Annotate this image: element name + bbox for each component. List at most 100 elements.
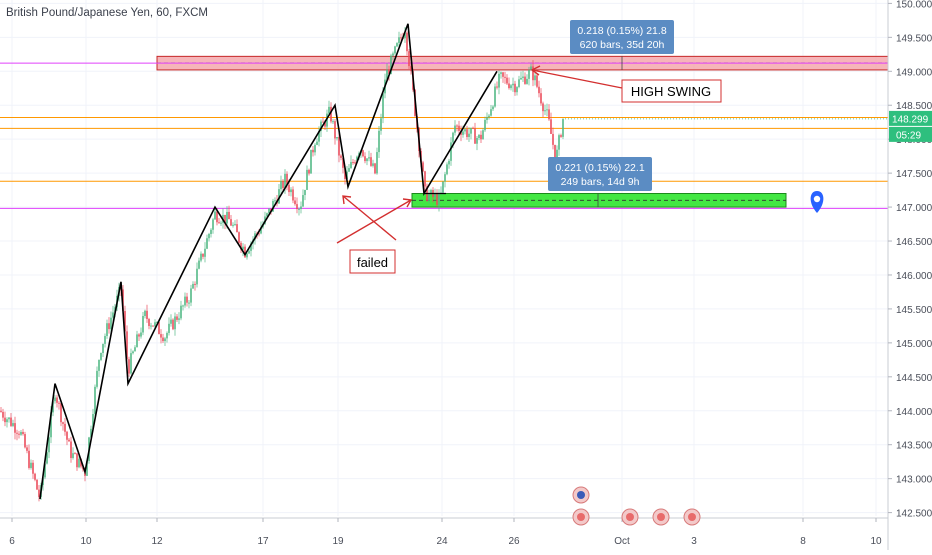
- candle-body: [512, 83, 514, 86]
- candle-body: [294, 200, 296, 205]
- candle-body: [184, 296, 186, 306]
- candle-body: [72, 453, 74, 459]
- price-tick-label: 147.000: [896, 203, 932, 214]
- candle-body: [212, 219, 214, 230]
- candle-body: [52, 401, 54, 413]
- price-tick-label: 145.500: [896, 305, 932, 316]
- candle-body: [250, 243, 252, 251]
- last-price-label: 148.299: [892, 114, 929, 125]
- candle-body: [304, 189, 306, 196]
- measure-label-bottom-line1: 0.221 (0.15%) 22.1: [555, 162, 644, 174]
- candle-body: [200, 253, 202, 261]
- candle-body: [288, 184, 290, 193]
- price-tick-label: 142.500: [896, 509, 932, 520]
- candle-body: [480, 134, 482, 140]
- candle-body: [332, 121, 334, 123]
- candle-body: [468, 133, 470, 138]
- candle-body: [74, 453, 76, 455]
- time-tick-label: 12: [151, 536, 163, 547]
- candle-body: [486, 117, 488, 120]
- high-swing-arrow: [531, 69, 623, 89]
- price-tick-label: 148.500: [896, 101, 932, 112]
- candle-body: [104, 336, 106, 344]
- candle-body: [66, 431, 68, 440]
- candle-body: [448, 160, 450, 165]
- candle-body: [238, 232, 240, 243]
- candle-body: [130, 353, 132, 374]
- horizontal-lines: [0, 62, 888, 209]
- time-axis: 6 10 12 17 19 24 26 Oct 3 8 10: [0, 517, 888, 547]
- candle-body: [314, 144, 316, 153]
- measure-label-bottom-box: [548, 157, 652, 191]
- failed-arrowhead-right: [402, 198, 413, 208]
- failed-arrowhead-left: [342, 195, 352, 205]
- candle-body: [90, 428, 92, 438]
- candle-body: [522, 76, 524, 78]
- candle-body: [492, 106, 494, 110]
- candle-body: [98, 359, 100, 371]
- candle-body: [102, 343, 104, 353]
- price-tick-label: 150.000: [896, 0, 932, 10]
- candle-body: [538, 86, 540, 94]
- time-tick-label: 10: [870, 536, 882, 547]
- candle-body: [224, 214, 226, 224]
- candle-body: [424, 171, 426, 187]
- price-axis-bg: [888, 0, 932, 550]
- candle-body: [4, 417, 6, 423]
- candle-body: [210, 229, 212, 234]
- candle-body: [452, 132, 454, 143]
- candle-body: [530, 66, 532, 71]
- candle-body: [282, 181, 284, 189]
- candle-body: [196, 268, 198, 285]
- candle-body: [100, 352, 102, 360]
- candle-body: [328, 106, 330, 114]
- candle-body: [86, 461, 88, 476]
- candle-body: [96, 370, 98, 387]
- event-marker-inner: [577, 513, 585, 521]
- candle-body: [554, 144, 556, 161]
- candle-body: [144, 310, 146, 317]
- candle-body: [126, 331, 128, 360]
- candle-body: [478, 134, 480, 139]
- candle-body: [338, 136, 340, 156]
- candle-body: [204, 248, 206, 257]
- candle-body: [336, 136, 338, 139]
- candle-body: [272, 201, 274, 212]
- candle-body: [156, 321, 158, 323]
- candle-body: [186, 296, 188, 303]
- candle-body: [510, 85, 512, 89]
- candle-body: [220, 222, 222, 224]
- candle-body: [438, 193, 440, 205]
- candle-body: [162, 337, 164, 342]
- candle-body: [528, 70, 530, 79]
- candle-body: [456, 125, 458, 127]
- candle-body: [490, 109, 492, 116]
- candle-body: [278, 189, 280, 204]
- candle-body: [60, 403, 62, 423]
- candle-body: [110, 317, 112, 330]
- candle-body: [374, 163, 376, 174]
- candle-body: [56, 397, 58, 403]
- candle-body: [258, 233, 260, 235]
- candle-body: [496, 86, 498, 88]
- candle-body: [106, 323, 108, 337]
- candle-body: [368, 157, 370, 159]
- candle-body: [378, 130, 380, 153]
- candle-body: [500, 72, 502, 74]
- candle-body: [310, 149, 312, 174]
- annotations: 0.218 (0.15%) 21.8 620 bars, 35d 20h 0.221…: [336, 20, 824, 274]
- candle-body: [54, 397, 56, 402]
- candle-body: [346, 171, 348, 180]
- high-swing-arrowhead: [530, 65, 541, 76]
- candle-body: [70, 441, 72, 459]
- candle-body: [2, 411, 4, 418]
- time-tick-label: Oct: [614, 536, 630, 547]
- candle-body: [472, 127, 474, 129]
- candle-body: [428, 194, 430, 201]
- candle-body: [132, 351, 134, 354]
- candle-body: [536, 75, 538, 87]
- event-marker-inner: [657, 513, 665, 521]
- candle-body: [462, 131, 464, 135]
